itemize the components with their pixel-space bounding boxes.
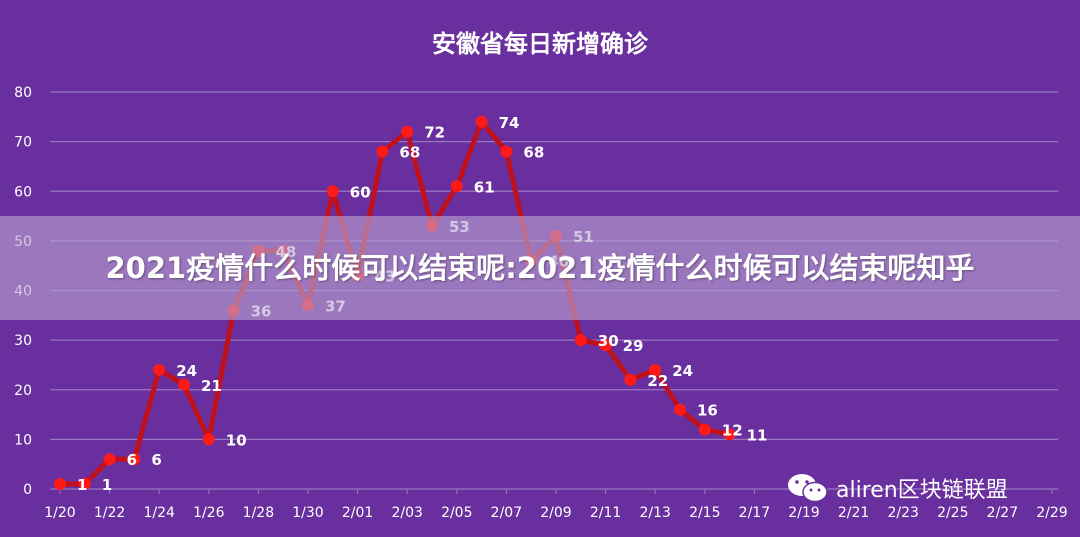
data-point	[376, 145, 389, 158]
x-tick-label: 2/29	[1036, 505, 1067, 521]
x-tick-label: 2/27	[987, 505, 1018, 521]
data-label: 11	[747, 426, 768, 444]
data-point	[326, 185, 339, 198]
data-point	[723, 428, 736, 441]
wechat-icon	[788, 474, 828, 503]
data-label: 1	[102, 476, 112, 494]
title-banner: 2021疫情什么时候可以结束呢:2021疫情什么时候可以结束呢知乎	[0, 216, 1080, 320]
data-point	[475, 115, 488, 128]
data-point	[450, 180, 463, 193]
data-point	[649, 363, 662, 376]
data-point	[103, 453, 116, 466]
y-tick-label: 80	[14, 85, 32, 101]
y-tick-label: 70	[14, 135, 32, 151]
data-label: 6	[151, 451, 161, 469]
chart-title: 安徽省每日新增确诊	[432, 30, 649, 58]
x-tick-label: 2/01	[342, 505, 373, 521]
x-tick-label: 2/13	[639, 505, 670, 521]
data-label: 10	[226, 431, 247, 449]
data-label: 16	[697, 402, 718, 420]
data-point	[401, 125, 414, 138]
y-tick-label: 30	[14, 333, 32, 349]
x-tick-label: 2/09	[540, 505, 571, 521]
series-line	[57, 119, 733, 487]
data-label: 12	[722, 421, 743, 439]
data-label: 29	[623, 337, 644, 355]
x-tick-label: 1/20	[44, 505, 75, 521]
x-tick-label: 1/24	[143, 505, 175, 521]
data-label: 68	[523, 144, 544, 162]
y-tick-label: 60	[14, 184, 32, 200]
data-label: 30	[598, 332, 619, 350]
data-point	[54, 478, 66, 491]
y-tick-label: 10	[14, 432, 32, 448]
data-point	[78, 478, 91, 491]
data-label: 21	[201, 377, 222, 395]
data-label: 24	[176, 362, 197, 380]
data-label: 74	[499, 114, 520, 132]
data-point	[500, 145, 513, 158]
x-tick-label: 2/25	[937, 505, 968, 521]
data-point	[674, 403, 686, 416]
data-label: 72	[424, 124, 445, 142]
x-tick-label: 1/22	[94, 505, 125, 521]
data-point	[202, 433, 215, 446]
watermark: aliren区块链联盟	[786, 470, 1008, 506]
data-label: 1	[77, 476, 87, 494]
data-label: 61	[474, 178, 495, 196]
x-tick-label: 2/21	[838, 505, 869, 521]
x-tick-label: 2/11	[590, 505, 621, 521]
data-point	[574, 334, 587, 347]
data-point	[128, 453, 141, 466]
watermark-text: aliren区块链联盟	[836, 478, 1008, 503]
x-tick-label: 2/05	[441, 505, 472, 521]
data-label: 6	[127, 451, 137, 469]
data-label: 60	[350, 183, 371, 201]
x-tick-label: 2/17	[739, 505, 770, 521]
x-tick-label: 1/28	[243, 505, 274, 521]
data-point	[624, 373, 637, 386]
data-label: 22	[647, 372, 668, 390]
x-tick-label: 1/26	[193, 505, 225, 521]
y-tick-label: 20	[14, 383, 32, 399]
x-tick-label: 2/07	[491, 505, 522, 521]
data-label: 68	[399, 144, 420, 162]
data-point	[153, 363, 166, 376]
x-tick-label: 2/15	[689, 505, 720, 521]
banner-text: 2021疫情什么时候可以结束呢:2021疫情什么时候可以结束呢知乎	[105, 251, 975, 285]
y-tick-label: 0	[23, 482, 32, 498]
x-tick-label: 2/19	[788, 505, 819, 521]
x-tick-label: 2/03	[391, 505, 422, 521]
data-point	[698, 423, 711, 436]
data-point	[178, 378, 190, 391]
x-tick-label: 2/23	[887, 505, 918, 521]
data-label: 24	[672, 362, 693, 380]
x-tick-label: 1/30	[292, 505, 323, 521]
data-point	[599, 339, 612, 352]
